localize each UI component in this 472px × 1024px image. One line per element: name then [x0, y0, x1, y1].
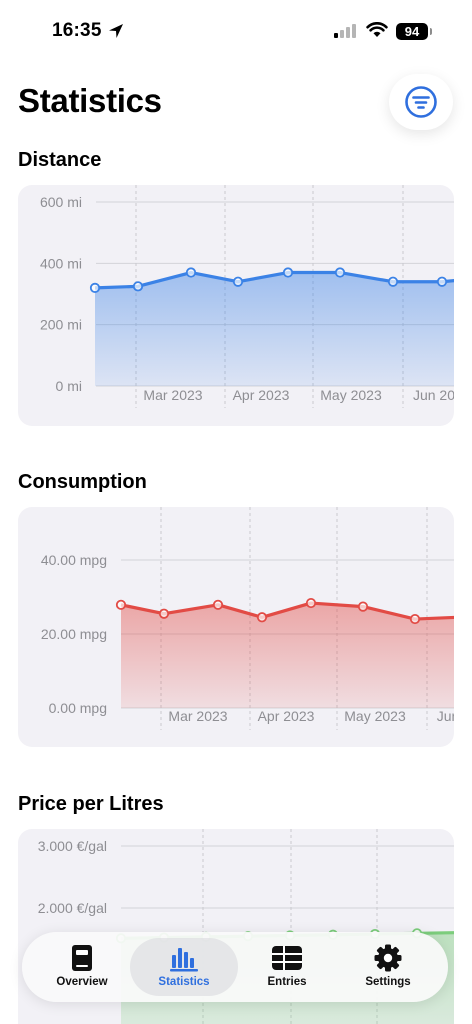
tab-settings[interactable]: Settings — [334, 938, 442, 996]
data-point — [409, 613, 421, 625]
x-tick-label: Apr 2023 — [258, 708, 315, 724]
y-tick-label: 3.000 €/gal — [38, 838, 107, 854]
x-tick-label: May 2023 — [320, 387, 382, 403]
data-point — [305, 597, 317, 609]
data-point — [334, 267, 346, 278]
status-bar: 16:35 94 — [0, 0, 472, 64]
x-tick-label: Jun 20 — [413, 387, 454, 403]
series-area — [121, 603, 454, 708]
x-tick-label: Mar 2023 — [168, 708, 227, 724]
data-point — [357, 601, 369, 612]
tab-overview[interactable]: Overview — [28, 938, 136, 996]
tab-entries[interactable]: Entries — [233, 938, 341, 996]
y-tick-label: 600 mi — [40, 194, 82, 210]
settings-icon — [374, 944, 402, 972]
tab-settings-label: Settings — [365, 976, 411, 988]
x-tick-label: Mar 2023 — [143, 387, 202, 403]
x-tick-label: Jun — [437, 708, 454, 724]
data-point — [89, 282, 101, 293]
filter-icon — [405, 86, 437, 118]
series-area — [95, 272, 454, 386]
page-title: Statistics — [18, 82, 162, 119]
tab-statistics-label: Statistics — [158, 976, 210, 988]
data-point — [232, 276, 244, 287]
overview-icon — [72, 945, 92, 971]
battery-indicator: 94 — [396, 23, 432, 40]
consumption-chart-card: 40.00 mpg 20.00 mpg 0.00 mpg Mar 2023 Apr 20… — [18, 507, 454, 747]
tab-overview-label: Overview — [56, 976, 108, 988]
y-tick-label: 200 mi — [40, 317, 82, 333]
distance-chart-card: 600 mi 400 mi 200 mi 0 mi Mar 2023 Apr 2023 Ma… — [18, 185, 454, 426]
y-tick-label: 20.00 mpg — [41, 626, 107, 642]
series-line — [120, 601, 454, 621]
price-section-title: Price per Litres — [18, 793, 164, 815]
filter-button[interactable] — [389, 74, 453, 130]
x-tick-label: Apr 2023 — [233, 387, 290, 403]
data-point — [185, 267, 197, 278]
data-point — [115, 599, 127, 610]
consumption-chart: 40.00 mpg 20.00 mpg 0.00 mpg Mar 2023 Apr 20… — [41, 507, 454, 730]
y-tick-label: 0.00 mpg — [49, 700, 107, 716]
x-tick-label: May 2023 — [344, 708, 406, 724]
data-point — [212, 599, 224, 610]
y-tick-label: 40.00 mpg — [41, 552, 107, 568]
y-tick-label: 400 mi — [40, 255, 82, 271]
consumption-section-title: Consumption — [18, 471, 147, 493]
y-tick-label: 0 mi — [56, 378, 82, 394]
distance-section-title: Distance — [18, 149, 102, 171]
data-point — [387, 276, 399, 287]
tab-entries-label: Entries — [267, 976, 307, 988]
distance-chart: 600 mi 400 mi 200 mi 0 mi Mar 2023 Apr 2023 Ma… — [40, 185, 454, 408]
data-point — [158, 608, 170, 619]
y-tick-label: 2.000 €/gal — [38, 900, 107, 916]
cellular-signal-icon — [334, 24, 356, 38]
entries-icon — [272, 946, 302, 970]
data-point — [436, 276, 448, 287]
data-point — [132, 281, 144, 292]
tab-bar: Overview Statistics Entries — [22, 932, 448, 1002]
data-point — [256, 612, 268, 623]
statistics-icon — [170, 948, 198, 972]
data-point — [282, 267, 294, 278]
status-time: 16:35 — [52, 20, 102, 41]
tab-statistics[interactable]: Statistics — [130, 938, 238, 996]
wifi-icon — [366, 22, 388, 37]
location-arrow-icon — [109, 24, 123, 38]
